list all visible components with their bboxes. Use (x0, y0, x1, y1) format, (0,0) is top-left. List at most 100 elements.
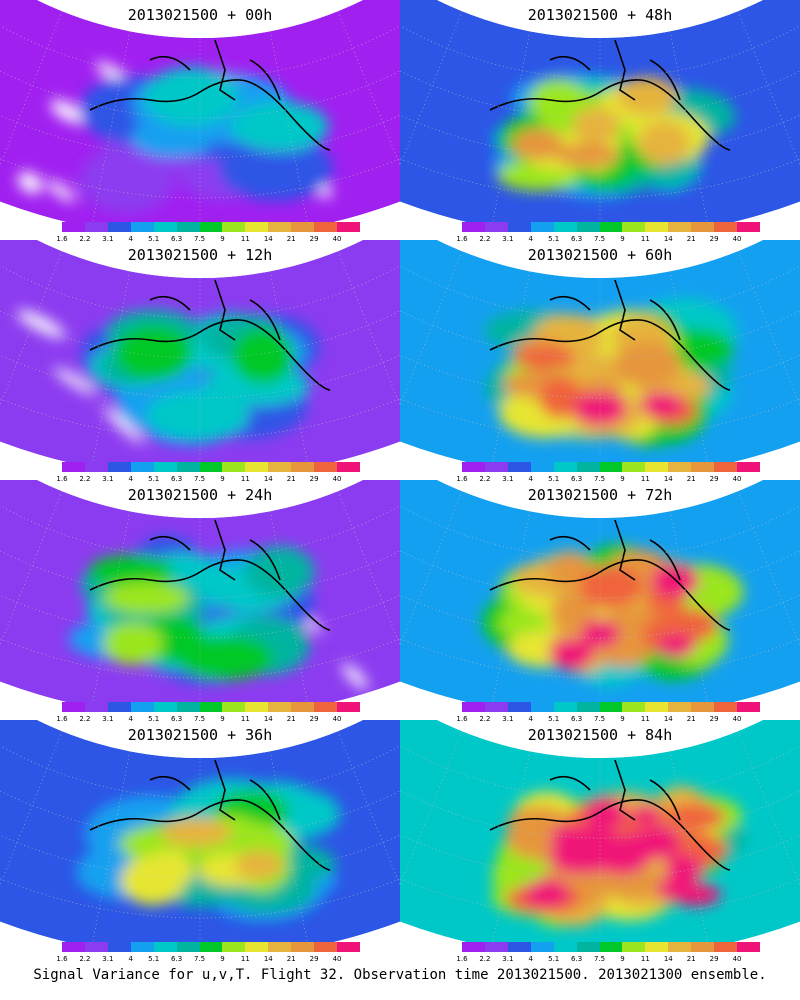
colorbar-tick-label: 21 (286, 475, 296, 483)
variance-map (0, 240, 400, 462)
longitude-line (337, 11, 400, 197)
latitude-line (0, 592, 400, 679)
figure-caption: Signal Variance for u,v,T. Flight 32. Ob… (33, 967, 767, 983)
variance-contour (554, 143, 620, 168)
colorbar-tick-label: 40 (732, 955, 742, 963)
variance-contour (656, 633, 696, 658)
missing-data-streak (46, 180, 76, 202)
colorbar-tick-label: 29 (309, 955, 319, 963)
variance-contour (628, 827, 677, 854)
coastline (89, 279, 331, 391)
colorbar-tick-label: 6.3 (571, 235, 583, 243)
coastline (489, 759, 731, 871)
colorbar-tick-label: 11 (240, 475, 250, 483)
map-panel: 2013021500 + 36h 1.6 2.2 3.1 4 5.1 6.3 7.5 9 11 14… (0, 720, 400, 970)
missing-data-streak (17, 172, 43, 194)
colorbar-swatch (337, 222, 360, 232)
colorbar-swatch (553, 222, 577, 232)
colorbar-tick-label: 40 (332, 955, 342, 963)
colorbar-tick-label: 9 (620, 235, 625, 243)
colorbar-swatch (153, 942, 177, 952)
colorbar-swatch (668, 462, 692, 472)
colorbar-swatch (62, 222, 85, 232)
colorbar-tick-label: 3.1 (502, 475, 514, 483)
variance-contour (88, 554, 174, 588)
colorbar-swatch (737, 702, 760, 712)
colorbar-tick-label: 14 (263, 475, 273, 483)
variance-contour (583, 797, 627, 829)
colorbar-tick-label: 6.3 (171, 955, 183, 963)
variance-contour (160, 818, 233, 847)
colorbar-swatch (291, 462, 315, 472)
variance-contour (630, 805, 662, 824)
colorbar-tick-label: 7.5 (193, 955, 206, 963)
colorbar-tick-label: 11 (240, 235, 250, 243)
colorbar-tick-label: 7.5 (593, 475, 606, 483)
colorbar-tick-label: 11 (640, 955, 650, 963)
colorbar-swatch (222, 942, 246, 952)
colorbar-tick-label: 11 (640, 475, 650, 483)
colorbar-tick-label: 9 (620, 475, 625, 483)
colorbar-tick-label: 3.1 (102, 715, 114, 723)
variance-map (0, 720, 400, 942)
latitude-line (0, 352, 400, 439)
longitude-line (269, 31, 309, 222)
missing-data-streak (342, 663, 368, 690)
colorbar-tick-label: 2.2 (79, 715, 91, 723)
colorbar-tick-label: 5.1 (148, 235, 160, 243)
variance-contour (234, 850, 284, 880)
colorbar-swatch (268, 222, 292, 232)
panel-title: 2013021500 + 00h (127, 6, 273, 24)
colorbar-tick-label: 1.6 (56, 235, 68, 243)
colorbar-swatch (691, 942, 715, 952)
variance-map (400, 0, 800, 222)
colorbar-tick-label: 14 (663, 475, 673, 483)
colorbar-swatch (199, 222, 223, 232)
longitude-line (269, 751, 309, 942)
colorbar-swatch (337, 942, 360, 952)
colorbar-swatch (107, 942, 131, 952)
variance-contour (244, 546, 315, 598)
longitude-line (737, 11, 800, 197)
coastline (489, 39, 731, 151)
latitude-line (400, 592, 800, 679)
variance-contour (114, 325, 193, 381)
colorbar-swatch (668, 702, 692, 712)
colorbar-tick-label: 3.1 (102, 475, 114, 483)
colorbar-tick-label: 9 (620, 955, 625, 963)
coastline (89, 519, 331, 631)
colorbar-tick-label: 9 (220, 955, 225, 963)
colorbar-tick-label: 5.1 (548, 475, 560, 483)
colorbar-swatch (245, 462, 269, 472)
colorbar-swatch (62, 462, 85, 472)
variance-contour (585, 865, 673, 897)
map-panel: 2013021500 + 60h 1.6 2.2 3.1 4 5.1 6.3 7.5 9 11 14… (400, 240, 800, 490)
colorbar-tick-label: 7.5 (193, 235, 206, 243)
latitude-line (0, 559, 400, 639)
colorbar-swatch (599, 462, 623, 472)
map-panel: 2013021500 + 00h 1.6 2.2 3.1 4 5.1 6.3 7.5 9 11 14… (0, 0, 400, 250)
colorbar-tick-label: 6.3 (571, 715, 583, 723)
colorbar-labels: 1.6 2.2 3.1 4 5.1 6.3 7.5 9 11 14 21 29 40 (456, 955, 760, 965)
colorbar-tick-label: 14 (663, 955, 673, 963)
colorbar (62, 702, 360, 712)
variance-contour (580, 619, 620, 649)
map-panel: 2013021500 + 84h 1.6 2.2 3.1 4 5.1 6.3 7.5 9 11 14… (400, 720, 800, 970)
colorbar-swatch (245, 222, 269, 232)
colorbar-labels: 1.6 2.2 3.1 4 5.1 6.3 7.5 9 11 14 21 29 40 (56, 955, 360, 965)
colorbar-tick-label: 6.3 (571, 475, 583, 483)
variance-map (0, 0, 400, 222)
coastline (89, 39, 331, 151)
variance-contour (143, 850, 194, 891)
variance-contour (103, 581, 190, 615)
colorbar-tick-label: 1.6 (56, 475, 68, 483)
colorbar-swatch (714, 462, 738, 472)
colorbar-labels: 1.6 2.2 3.1 4 5.1 6.3 7.5 9 11 14 21 29 40 (56, 475, 360, 485)
colorbar-swatch (130, 222, 154, 232)
colorbar-swatch (622, 462, 646, 472)
colorbar-tick-label: 40 (332, 235, 342, 243)
colorbar-swatch (245, 702, 269, 712)
colorbar (462, 462, 760, 472)
colorbar (462, 702, 760, 712)
variance-map (400, 720, 800, 942)
